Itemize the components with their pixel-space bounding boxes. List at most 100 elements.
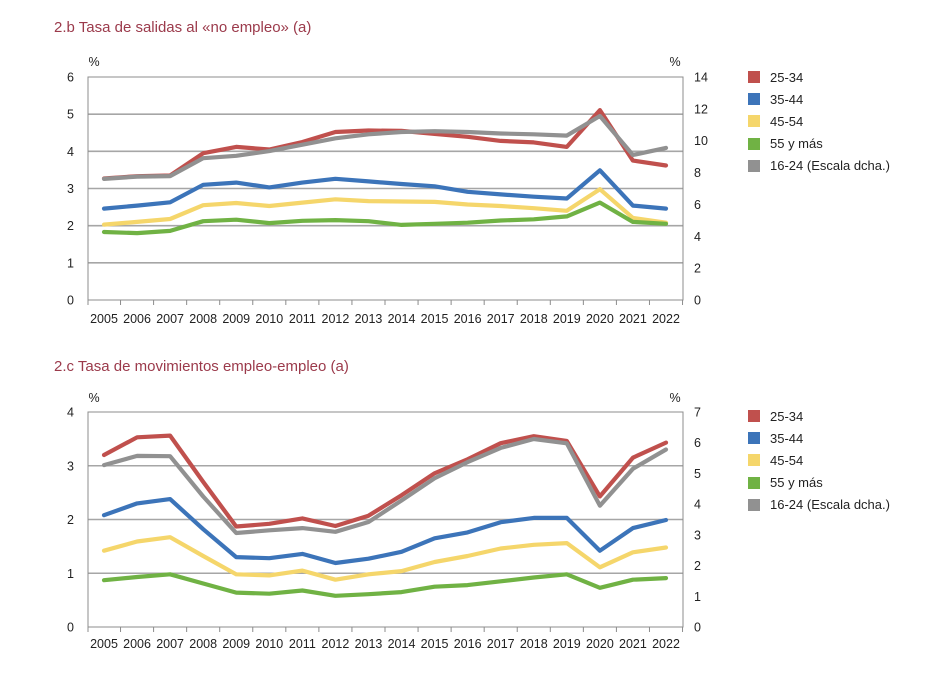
legend-label: 45-54 — [770, 113, 804, 129]
legend-swatch — [748, 71, 760, 84]
x-tick-label: 2020 — [586, 312, 614, 326]
y-left-tick-label: 2 — [67, 219, 74, 233]
legend-swatch — [748, 159, 760, 172]
y-left-tick-label: 1 — [67, 256, 74, 270]
legend-swatch — [748, 137, 760, 150]
legend-entry: 25-34 — [748, 66, 890, 88]
x-tick-label: 2022 — [652, 312, 680, 326]
y-right-tick-label: 6 — [694, 198, 701, 212]
y-right-tick-label: 4 — [694, 230, 701, 244]
x-tick-label: 2022 — [652, 637, 680, 651]
x-tick-label: 2015 — [421, 312, 449, 326]
y-right-tick-label: 2 — [694, 262, 701, 276]
series-line-2 — [101, 535, 669, 582]
legend-swatch — [748, 115, 760, 128]
x-tick-label: 2013 — [355, 637, 383, 651]
legend-label: 16-24 (Escala dcha.) — [770, 497, 890, 513]
y-left-tick-label: 2 — [67, 513, 74, 527]
y-left-tick-label: 3 — [67, 459, 74, 473]
legend-label: 25-34 — [770, 408, 804, 424]
legend-swatch — [748, 432, 760, 445]
legend-swatch — [748, 476, 760, 489]
y-right-unit-label: % — [669, 55, 680, 69]
legend-label: 35-44 — [770, 430, 804, 446]
legend-label: 55 y más — [770, 136, 823, 152]
legend-label: 16-24 (Escala dcha.) — [770, 158, 890, 174]
x-tick-label: 2018 — [520, 312, 548, 326]
series-line-1 — [101, 168, 669, 211]
y-right-tick-label: 1 — [694, 590, 701, 604]
x-tick-label: 2017 — [487, 312, 515, 326]
x-tick-label: 2008 — [189, 312, 217, 326]
x-tick-label: 2011 — [289, 312, 316, 326]
x-tick-label: 2010 — [255, 637, 283, 651]
y-left-tick-label: 5 — [67, 108, 74, 122]
x-tick-label: 2014 — [388, 637, 416, 651]
y-left-tick-label: 4 — [67, 145, 74, 159]
y-left-tick-label: 0 — [67, 621, 74, 635]
y-right-tick-label: 7 — [694, 406, 701, 420]
series-line-4 — [101, 113, 669, 181]
legend-swatch — [748, 93, 760, 106]
y-right-tick-label: 12 — [694, 102, 708, 116]
y-left-tick-label: 6 — [67, 71, 74, 85]
x-tick-label: 2013 — [355, 312, 383, 326]
y-right-unit-label: % — [669, 391, 680, 405]
y-right-tick-label: 8 — [694, 166, 701, 180]
legend-swatch — [748, 498, 760, 511]
series-line-3 — [101, 572, 669, 598]
chart-title-2c: 2.c Tasa de movimientos empleo-empleo (a… — [54, 358, 349, 375]
series-line-2 — [101, 187, 669, 227]
chart-title-2b: 2.b Tasa de salidas al «no empleo» (a) — [54, 19, 312, 36]
y-left-unit-label: % — [88, 391, 99, 405]
x-tick-label: 2005 — [90, 312, 118, 326]
legend-entry: 45-54 — [748, 110, 890, 132]
y-right-tick-label: 0 — [694, 621, 701, 635]
y-left-tick-label: 1 — [67, 567, 74, 581]
x-tick-label: 2019 — [553, 637, 581, 651]
y-left-unit-label: % — [88, 55, 99, 69]
legend-entry: 45-54 — [748, 449, 890, 471]
x-tick-label: 2008 — [189, 637, 217, 651]
x-tick-label: 2014 — [388, 312, 416, 326]
x-tick-label: 2016 — [454, 312, 482, 326]
y-left-tick-label: 4 — [67, 406, 74, 420]
x-tick-label: 2016 — [454, 637, 482, 651]
x-tick-label: 2019 — [553, 312, 581, 326]
legend-label: 45-54 — [770, 452, 804, 468]
series-line-0 — [101, 107, 669, 181]
legend-entry: 55 y más — [748, 133, 890, 155]
x-tick-label: 2011 — [289, 637, 316, 651]
x-tick-label: 2009 — [222, 312, 250, 326]
legend-label: 55 y más — [770, 475, 823, 491]
chart-panel-1: 0 1 2 3 4 0 1 2 3 4 5 6 7% % 2005 2006 2007 2008 2009 2010 2… — [67, 391, 701, 651]
legend-entry: 16-24 (Escala dcha.) — [748, 494, 890, 516]
y-right-tick-label: 14 — [694, 71, 708, 85]
x-tick-label: 2015 — [421, 637, 449, 651]
x-tick-label: 2012 — [322, 637, 350, 651]
legend-label: 25-34 — [770, 69, 804, 85]
x-tick-label: 2006 — [123, 312, 151, 326]
x-tick-label: 2007 — [156, 637, 184, 651]
x-tick-label: 2021 — [619, 312, 647, 326]
legend-swatch — [748, 410, 760, 423]
y-left-tick-label: 0 — [67, 294, 74, 308]
x-tick-label: 2006 — [123, 637, 151, 651]
y-right-tick-label: 0 — [694, 294, 701, 308]
series-line-3 — [101, 200, 669, 236]
x-tick-label: 2009 — [222, 637, 250, 651]
legend-entry: 55 y más — [748, 472, 890, 494]
x-tick-label: 2012 — [322, 312, 350, 326]
legend-label: 35-44 — [770, 91, 804, 107]
y-right-tick-label: 3 — [694, 528, 701, 542]
legend-2c: 25-34 35-44 45-54 55 y más 16-24 (Escala dch… — [748, 405, 890, 516]
legend-entry: 16-24 (Escala dcha.) — [748, 155, 890, 177]
series-line-4 — [101, 436, 669, 536]
y-right-tick-label: 4 — [694, 498, 701, 512]
x-tick-label: 2010 — [255, 312, 283, 326]
x-tick-label: 2017 — [487, 637, 515, 651]
y-left-tick-label: 3 — [67, 182, 74, 196]
y-right-tick-label: 2 — [694, 559, 701, 573]
